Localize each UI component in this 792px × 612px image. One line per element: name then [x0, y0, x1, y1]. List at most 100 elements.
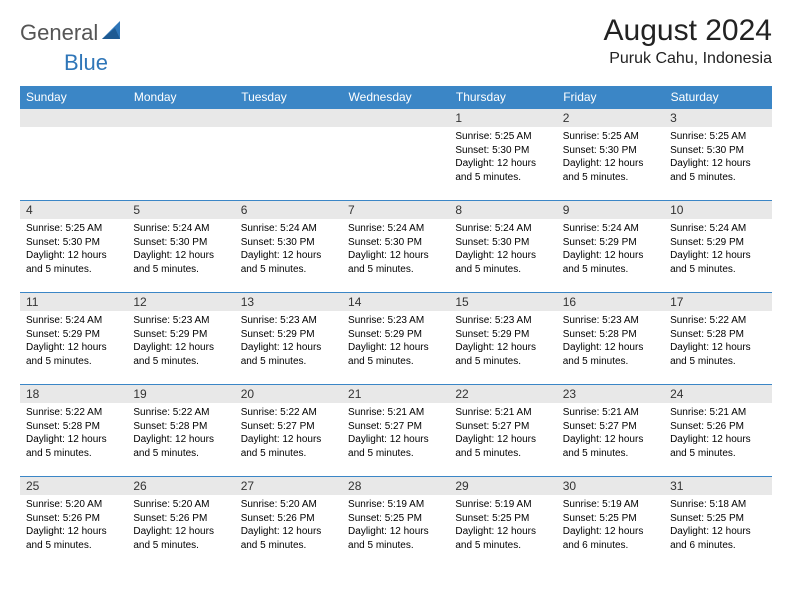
day-cell: 6Sunrise: 5:24 AMSunset: 5:30 PMDaylight… — [235, 201, 342, 293]
day-number: 13 — [235, 293, 342, 311]
day-data: Sunrise: 5:22 AMSunset: 5:27 PMDaylight:… — [235, 403, 342, 464]
day-number: 7 — [342, 201, 449, 219]
day-number: 20 — [235, 385, 342, 403]
day-cell: 17Sunrise: 5:22 AMSunset: 5:28 PMDayligh… — [664, 293, 771, 385]
week-row: 11Sunrise: 5:24 AMSunset: 5:29 PMDayligh… — [20, 293, 772, 385]
logo-text-general: General — [20, 20, 98, 46]
day-data: Sunrise: 5:25 AMSunset: 5:30 PMDaylight:… — [20, 219, 127, 280]
day-data: Sunrise: 5:23 AMSunset: 5:29 PMDaylight:… — [127, 311, 234, 372]
day-number — [20, 109, 127, 127]
day-cell: 15Sunrise: 5:23 AMSunset: 5:29 PMDayligh… — [449, 293, 556, 385]
day-data: Sunrise: 5:21 AMSunset: 5:26 PMDaylight:… — [664, 403, 771, 464]
day-data: Sunrise: 5:25 AMSunset: 5:30 PMDaylight:… — [664, 127, 771, 188]
day-number: 3 — [664, 109, 771, 127]
day-data: Sunrise: 5:25 AMSunset: 5:30 PMDaylight:… — [449, 127, 556, 188]
day-number: 22 — [449, 385, 556, 403]
week-row: 18Sunrise: 5:22 AMSunset: 5:28 PMDayligh… — [20, 385, 772, 477]
day-number: 17 — [664, 293, 771, 311]
day-cell: 2Sunrise: 5:25 AMSunset: 5:30 PMDaylight… — [557, 109, 664, 201]
day-data: Sunrise: 5:19 AMSunset: 5:25 PMDaylight:… — [342, 495, 449, 556]
day-number: 19 — [127, 385, 234, 403]
day-cell: 9Sunrise: 5:24 AMSunset: 5:29 PMDaylight… — [557, 201, 664, 293]
logo: General — [20, 20, 124, 46]
day-number: 9 — [557, 201, 664, 219]
day-number: 11 — [20, 293, 127, 311]
day-cell: 8Sunrise: 5:24 AMSunset: 5:30 PMDaylight… — [449, 201, 556, 293]
day-data: Sunrise: 5:23 AMSunset: 5:29 PMDaylight:… — [342, 311, 449, 372]
day-cell: 25Sunrise: 5:20 AMSunset: 5:26 PMDayligh… — [20, 477, 127, 569]
day-number: 6 — [235, 201, 342, 219]
day-cell — [20, 109, 127, 201]
day-data: Sunrise: 5:24 AMSunset: 5:29 PMDaylight:… — [664, 219, 771, 280]
day-data: Sunrise: 5:22 AMSunset: 5:28 PMDaylight:… — [664, 311, 771, 372]
day-cell: 29Sunrise: 5:19 AMSunset: 5:25 PMDayligh… — [449, 477, 556, 569]
day-data: Sunrise: 5:24 AMSunset: 5:29 PMDaylight:… — [557, 219, 664, 280]
day-data: Sunrise: 5:24 AMSunset: 5:30 PMDaylight:… — [235, 219, 342, 280]
day-cell: 26Sunrise: 5:20 AMSunset: 5:26 PMDayligh… — [127, 477, 234, 569]
day-cell — [127, 109, 234, 201]
logo-text-blue: Blue — [64, 50, 108, 76]
day-number: 30 — [557, 477, 664, 495]
day-data: Sunrise: 5:23 AMSunset: 5:28 PMDaylight:… — [557, 311, 664, 372]
day-number: 4 — [20, 201, 127, 219]
day-cell: 3Sunrise: 5:25 AMSunset: 5:30 PMDaylight… — [664, 109, 771, 201]
day-cell: 20Sunrise: 5:22 AMSunset: 5:27 PMDayligh… — [235, 385, 342, 477]
week-row: 1Sunrise: 5:25 AMSunset: 5:30 PMDaylight… — [20, 109, 772, 201]
day-number: 2 — [557, 109, 664, 127]
day-cell: 5Sunrise: 5:24 AMSunset: 5:30 PMDaylight… — [127, 201, 234, 293]
day-cell: 19Sunrise: 5:22 AMSunset: 5:28 PMDayligh… — [127, 385, 234, 477]
day-number: 8 — [449, 201, 556, 219]
day-cell: 10Sunrise: 5:24 AMSunset: 5:29 PMDayligh… — [664, 201, 771, 293]
day-data: Sunrise: 5:21 AMSunset: 5:27 PMDaylight:… — [342, 403, 449, 464]
day-data: Sunrise: 5:24 AMSunset: 5:30 PMDaylight:… — [449, 219, 556, 280]
day-number: 16 — [557, 293, 664, 311]
day-data: Sunrise: 5:20 AMSunset: 5:26 PMDaylight:… — [20, 495, 127, 556]
day-data: Sunrise: 5:19 AMSunset: 5:25 PMDaylight:… — [557, 495, 664, 556]
day-data — [127, 127, 234, 134]
day-cell: 24Sunrise: 5:21 AMSunset: 5:26 PMDayligh… — [664, 385, 771, 477]
day-data: Sunrise: 5:25 AMSunset: 5:30 PMDaylight:… — [557, 127, 664, 188]
day-cell: 11Sunrise: 5:24 AMSunset: 5:29 PMDayligh… — [20, 293, 127, 385]
day-data — [235, 127, 342, 134]
day-cell: 27Sunrise: 5:20 AMSunset: 5:26 PMDayligh… — [235, 477, 342, 569]
day-number: 1 — [449, 109, 556, 127]
day-cell: 28Sunrise: 5:19 AMSunset: 5:25 PMDayligh… — [342, 477, 449, 569]
day-header-row: SundayMondayTuesdayWednesdayThursdayFrid… — [20, 86, 772, 109]
day-header: Wednesday — [342, 86, 449, 109]
day-cell: 7Sunrise: 5:24 AMSunset: 5:30 PMDaylight… — [342, 201, 449, 293]
day-number: 12 — [127, 293, 234, 311]
day-data: Sunrise: 5:23 AMSunset: 5:29 PMDaylight:… — [235, 311, 342, 372]
day-data: Sunrise: 5:19 AMSunset: 5:25 PMDaylight:… — [449, 495, 556, 556]
day-data: Sunrise: 5:24 AMSunset: 5:30 PMDaylight:… — [127, 219, 234, 280]
day-number: 29 — [449, 477, 556, 495]
day-number: 5 — [127, 201, 234, 219]
day-data: Sunrise: 5:20 AMSunset: 5:26 PMDaylight:… — [127, 495, 234, 556]
location: Puruk Cahu, Indonesia — [604, 50, 772, 68]
day-number: 14 — [342, 293, 449, 311]
day-number: 31 — [664, 477, 771, 495]
day-header: Saturday — [664, 86, 771, 109]
day-number: 21 — [342, 385, 449, 403]
day-cell: 12Sunrise: 5:23 AMSunset: 5:29 PMDayligh… — [127, 293, 234, 385]
day-data: Sunrise: 5:20 AMSunset: 5:26 PMDaylight:… — [235, 495, 342, 556]
day-cell: 21Sunrise: 5:21 AMSunset: 5:27 PMDayligh… — [342, 385, 449, 477]
day-data: Sunrise: 5:24 AMSunset: 5:30 PMDaylight:… — [342, 219, 449, 280]
day-number: 23 — [557, 385, 664, 403]
day-cell: 18Sunrise: 5:22 AMSunset: 5:28 PMDayligh… — [20, 385, 127, 477]
calendar-table: SundayMondayTuesdayWednesdayThursdayFrid… — [20, 86, 772, 569]
day-cell: 1Sunrise: 5:25 AMSunset: 5:30 PMDaylight… — [449, 109, 556, 201]
day-cell: 22Sunrise: 5:21 AMSunset: 5:27 PMDayligh… — [449, 385, 556, 477]
day-number: 28 — [342, 477, 449, 495]
day-header: Sunday — [20, 86, 127, 109]
day-number: 24 — [664, 385, 771, 403]
day-header: Friday — [557, 86, 664, 109]
day-data: Sunrise: 5:21 AMSunset: 5:27 PMDaylight:… — [557, 403, 664, 464]
day-header: Monday — [127, 86, 234, 109]
day-number: 25 — [20, 477, 127, 495]
day-cell: 23Sunrise: 5:21 AMSunset: 5:27 PMDayligh… — [557, 385, 664, 477]
day-cell: 13Sunrise: 5:23 AMSunset: 5:29 PMDayligh… — [235, 293, 342, 385]
day-data — [342, 127, 449, 134]
day-number: 10 — [664, 201, 771, 219]
day-number — [127, 109, 234, 127]
day-number: 27 — [235, 477, 342, 495]
